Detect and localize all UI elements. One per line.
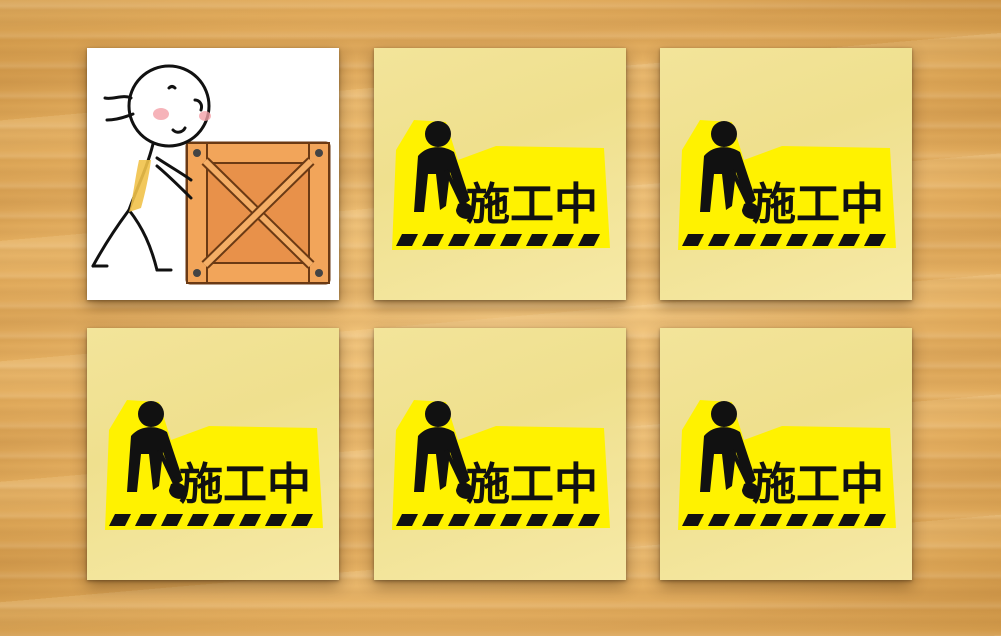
construction-sign-icon: 施工中 xyxy=(105,400,323,530)
hazard-stripes-icon xyxy=(396,514,600,526)
card-back-label: 施工中 xyxy=(179,459,311,510)
hazard-stripes-icon xyxy=(682,514,886,526)
stick-figure-icon xyxy=(91,64,211,272)
construction-worker-icon xyxy=(700,121,761,219)
hazard-stripes-icon xyxy=(396,234,600,246)
card-6-hidden[interactable]: 施工中 xyxy=(660,328,912,580)
stick-figure-pushing-crate-image xyxy=(91,64,331,285)
crate-icon xyxy=(185,141,331,285)
card-back-label: 施工中 xyxy=(752,179,884,230)
construction-worker-icon xyxy=(414,401,475,499)
card-back-label: 施工中 xyxy=(466,459,598,510)
card-back-label: 施工中 xyxy=(752,459,884,510)
hazard-stripes-icon xyxy=(682,234,886,246)
card-3-hidden[interactable]: 施工中 xyxy=(660,48,912,300)
construction-worker-icon xyxy=(127,401,188,499)
card-1-revealed[interactable] xyxy=(87,48,339,300)
card-back-label: 施工中 xyxy=(466,179,598,230)
construction-sign-icon: 施工中 xyxy=(678,120,896,250)
construction-sign-icon: 施工中 xyxy=(392,120,610,250)
card-5-hidden[interactable]: 施工中 xyxy=(374,328,626,580)
construction-sign-icon: 施工中 xyxy=(392,400,610,530)
card-2-hidden[interactable]: 施工中 xyxy=(374,48,626,300)
construction-worker-icon xyxy=(700,401,761,499)
card-4-hidden[interactable]: 施工中 xyxy=(87,328,339,580)
hazard-stripes-icon xyxy=(109,514,313,526)
construction-worker-icon xyxy=(414,121,475,219)
construction-sign-icon: 施工中 xyxy=(678,400,896,530)
